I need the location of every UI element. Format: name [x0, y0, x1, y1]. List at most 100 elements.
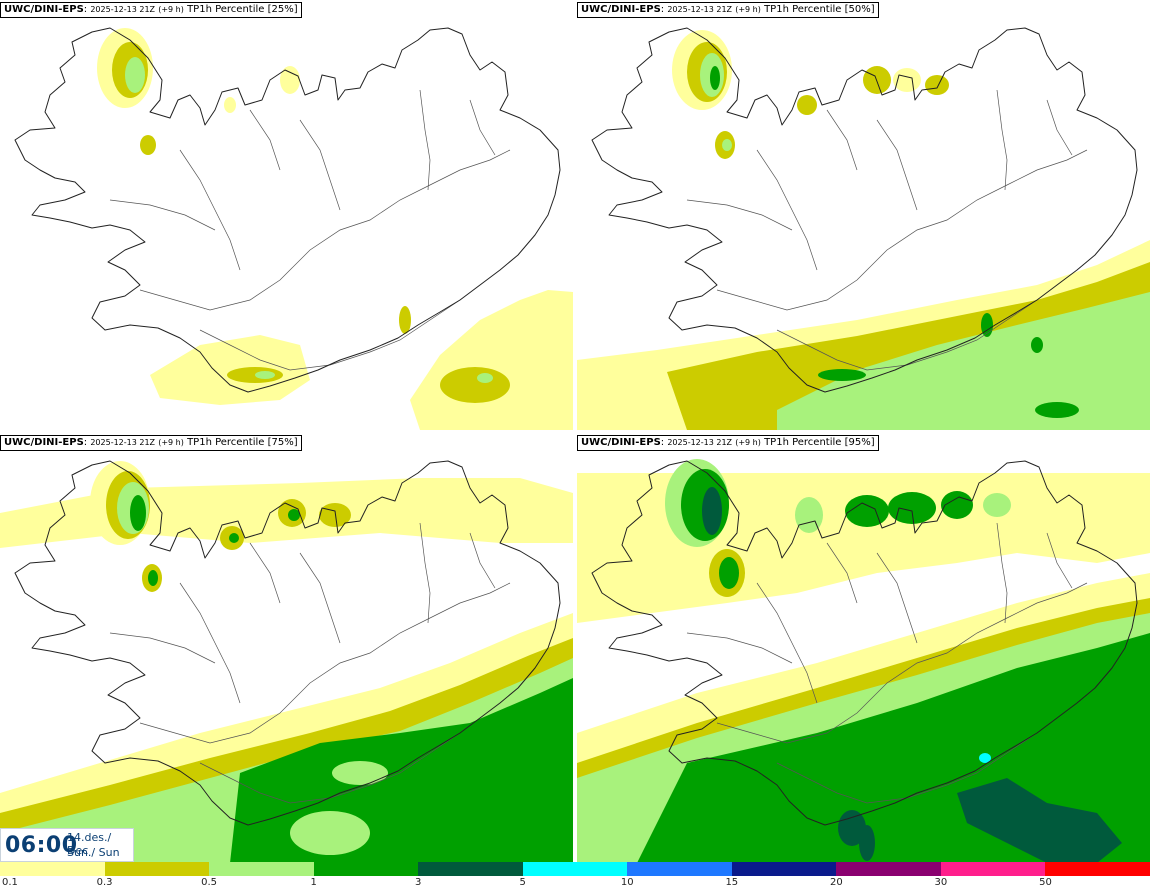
precip-area	[710, 66, 720, 90]
legend-swatch	[940, 862, 1046, 876]
road-line	[716, 149, 1088, 311]
precip-area	[140, 135, 156, 155]
legend-label: 3	[414, 877, 422, 888]
road-line	[109, 199, 216, 231]
road-line	[249, 109, 281, 171]
road-line	[139, 149, 511, 311]
precip-area	[319, 503, 351, 527]
road-line	[686, 199, 793, 231]
precip-area	[893, 68, 921, 92]
precip-area	[280, 66, 300, 94]
precip-area	[797, 95, 817, 115]
road-line	[139, 582, 511, 744]
precip-area	[290, 811, 370, 855]
road-line	[876, 552, 918, 644]
precip-area	[957, 778, 1122, 863]
valid-date: 14.des./ Dec	[67, 831, 112, 857]
precip-area	[722, 139, 732, 151]
precip-area	[818, 369, 866, 381]
legend-label: 1	[310, 877, 317, 888]
precipitation-legend: 0.1 0.3 0.5 1 3 5 10 15 20 30 50	[0, 862, 1150, 891]
precip-area	[719, 557, 739, 589]
percentile-label: [25%]	[267, 4, 298, 15]
road-line	[419, 89, 431, 191]
model-name: UWC/DINI-EPS	[581, 4, 661, 15]
precip-area	[979, 753, 991, 763]
road-line	[716, 582, 1088, 744]
map-canvas	[14, 27, 573, 430]
legend-swatch	[627, 862, 732, 876]
precip-area	[941, 491, 973, 519]
precip-area	[229, 533, 239, 543]
legend-label: 5	[519, 877, 526, 888]
precip-area	[130, 495, 146, 531]
precip-area	[777, 292, 1150, 430]
valid-hour: 06:00	[5, 833, 78, 858]
road-line	[756, 582, 818, 704]
lead-time: (+9 h)	[735, 5, 761, 14]
map-canvas	[0, 460, 573, 863]
coastline	[591, 27, 1138, 393]
road-line	[109, 632, 216, 664]
legend-label: 15	[725, 877, 739, 888]
panel-title: UWC/DINI-EPS: 2025-12-13 21Z (+9 h) TP1h…	[577, 435, 879, 451]
variable-name: TP1h Percentile	[764, 437, 842, 448]
road-line	[249, 542, 281, 604]
legend-labels: 0.1 0.3 0.5 1 3 5 10 15 20 30 50	[0, 876, 1150, 891]
road-line	[179, 149, 241, 271]
road-line	[686, 632, 793, 664]
lead-time: (+9 h)	[158, 5, 184, 14]
panel-title: UWC/DINI-EPS: 2025-12-13 21Z (+9 h) TP1h…	[0, 2, 302, 18]
run-date: 2025-12-13 21Z	[667, 5, 733, 14]
precip-area	[410, 290, 573, 430]
coastline	[14, 460, 561, 826]
road-line	[756, 149, 818, 271]
model-name: UWC/DINI-EPS	[581, 437, 661, 448]
legend-label: 30	[934, 877, 948, 888]
road-line	[299, 119, 341, 211]
legend-swatch	[418, 862, 523, 876]
precip-area	[859, 825, 875, 861]
legend-swatch	[0, 862, 105, 876]
road-line	[179, 582, 241, 704]
road-line	[469, 532, 496, 589]
road-line	[419, 522, 431, 624]
precip-area	[845, 495, 889, 527]
coastline	[14, 27, 561, 393]
valid-time-box: 06:00 14.des./ Dec Sun./ Sun	[0, 828, 134, 862]
map-panel-50-percentile: UWC/DINI-EPS: 2025-12-13 21Z (+9 h) TP1h…	[577, 0, 1150, 430]
lead-time: (+9 h)	[735, 438, 761, 447]
precip-area	[148, 570, 158, 586]
precip-area	[1031, 337, 1043, 353]
legend-swatch	[1045, 862, 1150, 876]
map-panel-95-percentile: UWC/DINI-EPS: 2025-12-13 21Z (+9 h) TP1h…	[577, 433, 1150, 863]
precip-area	[702, 487, 722, 535]
legend-swatch	[731, 862, 837, 876]
precip-area	[983, 493, 1011, 517]
road-line	[996, 89, 1008, 191]
precip-area	[125, 57, 145, 93]
road-line	[1046, 99, 1073, 156]
legend-swatch	[313, 862, 419, 876]
road-line	[876, 119, 918, 211]
variable-name: TP1h Percentile	[187, 437, 265, 448]
precip-area	[399, 306, 411, 334]
precip-area	[288, 509, 300, 521]
valid-weekday: Sun./ Sun	[67, 846, 120, 859]
precip-area	[255, 371, 275, 379]
precip-area	[888, 492, 936, 524]
road-line	[826, 109, 858, 171]
precip-area	[332, 761, 388, 785]
precip-area	[795, 497, 823, 533]
panel-title: UWC/DINI-EPS: 2025-12-13 21Z (+9 h) TP1h…	[0, 435, 302, 451]
map-panel-75-percentile: UWC/DINI-EPS: 2025-12-13 21Z (+9 h) TP1h…	[0, 433, 573, 863]
map-panel-25-percentile: UWC/DINI-EPS: 2025-12-13 21Z (+9 h) TP1h…	[0, 0, 573, 430]
precip-area	[1035, 402, 1079, 418]
legend-swatch	[209, 862, 314, 876]
coastline	[591, 460, 1138, 826]
legend-label: 0.3	[96, 877, 113, 888]
percentile-label: [95%]	[844, 437, 875, 448]
percentile-label: [75%]	[267, 437, 298, 448]
road-line	[1046, 532, 1073, 589]
